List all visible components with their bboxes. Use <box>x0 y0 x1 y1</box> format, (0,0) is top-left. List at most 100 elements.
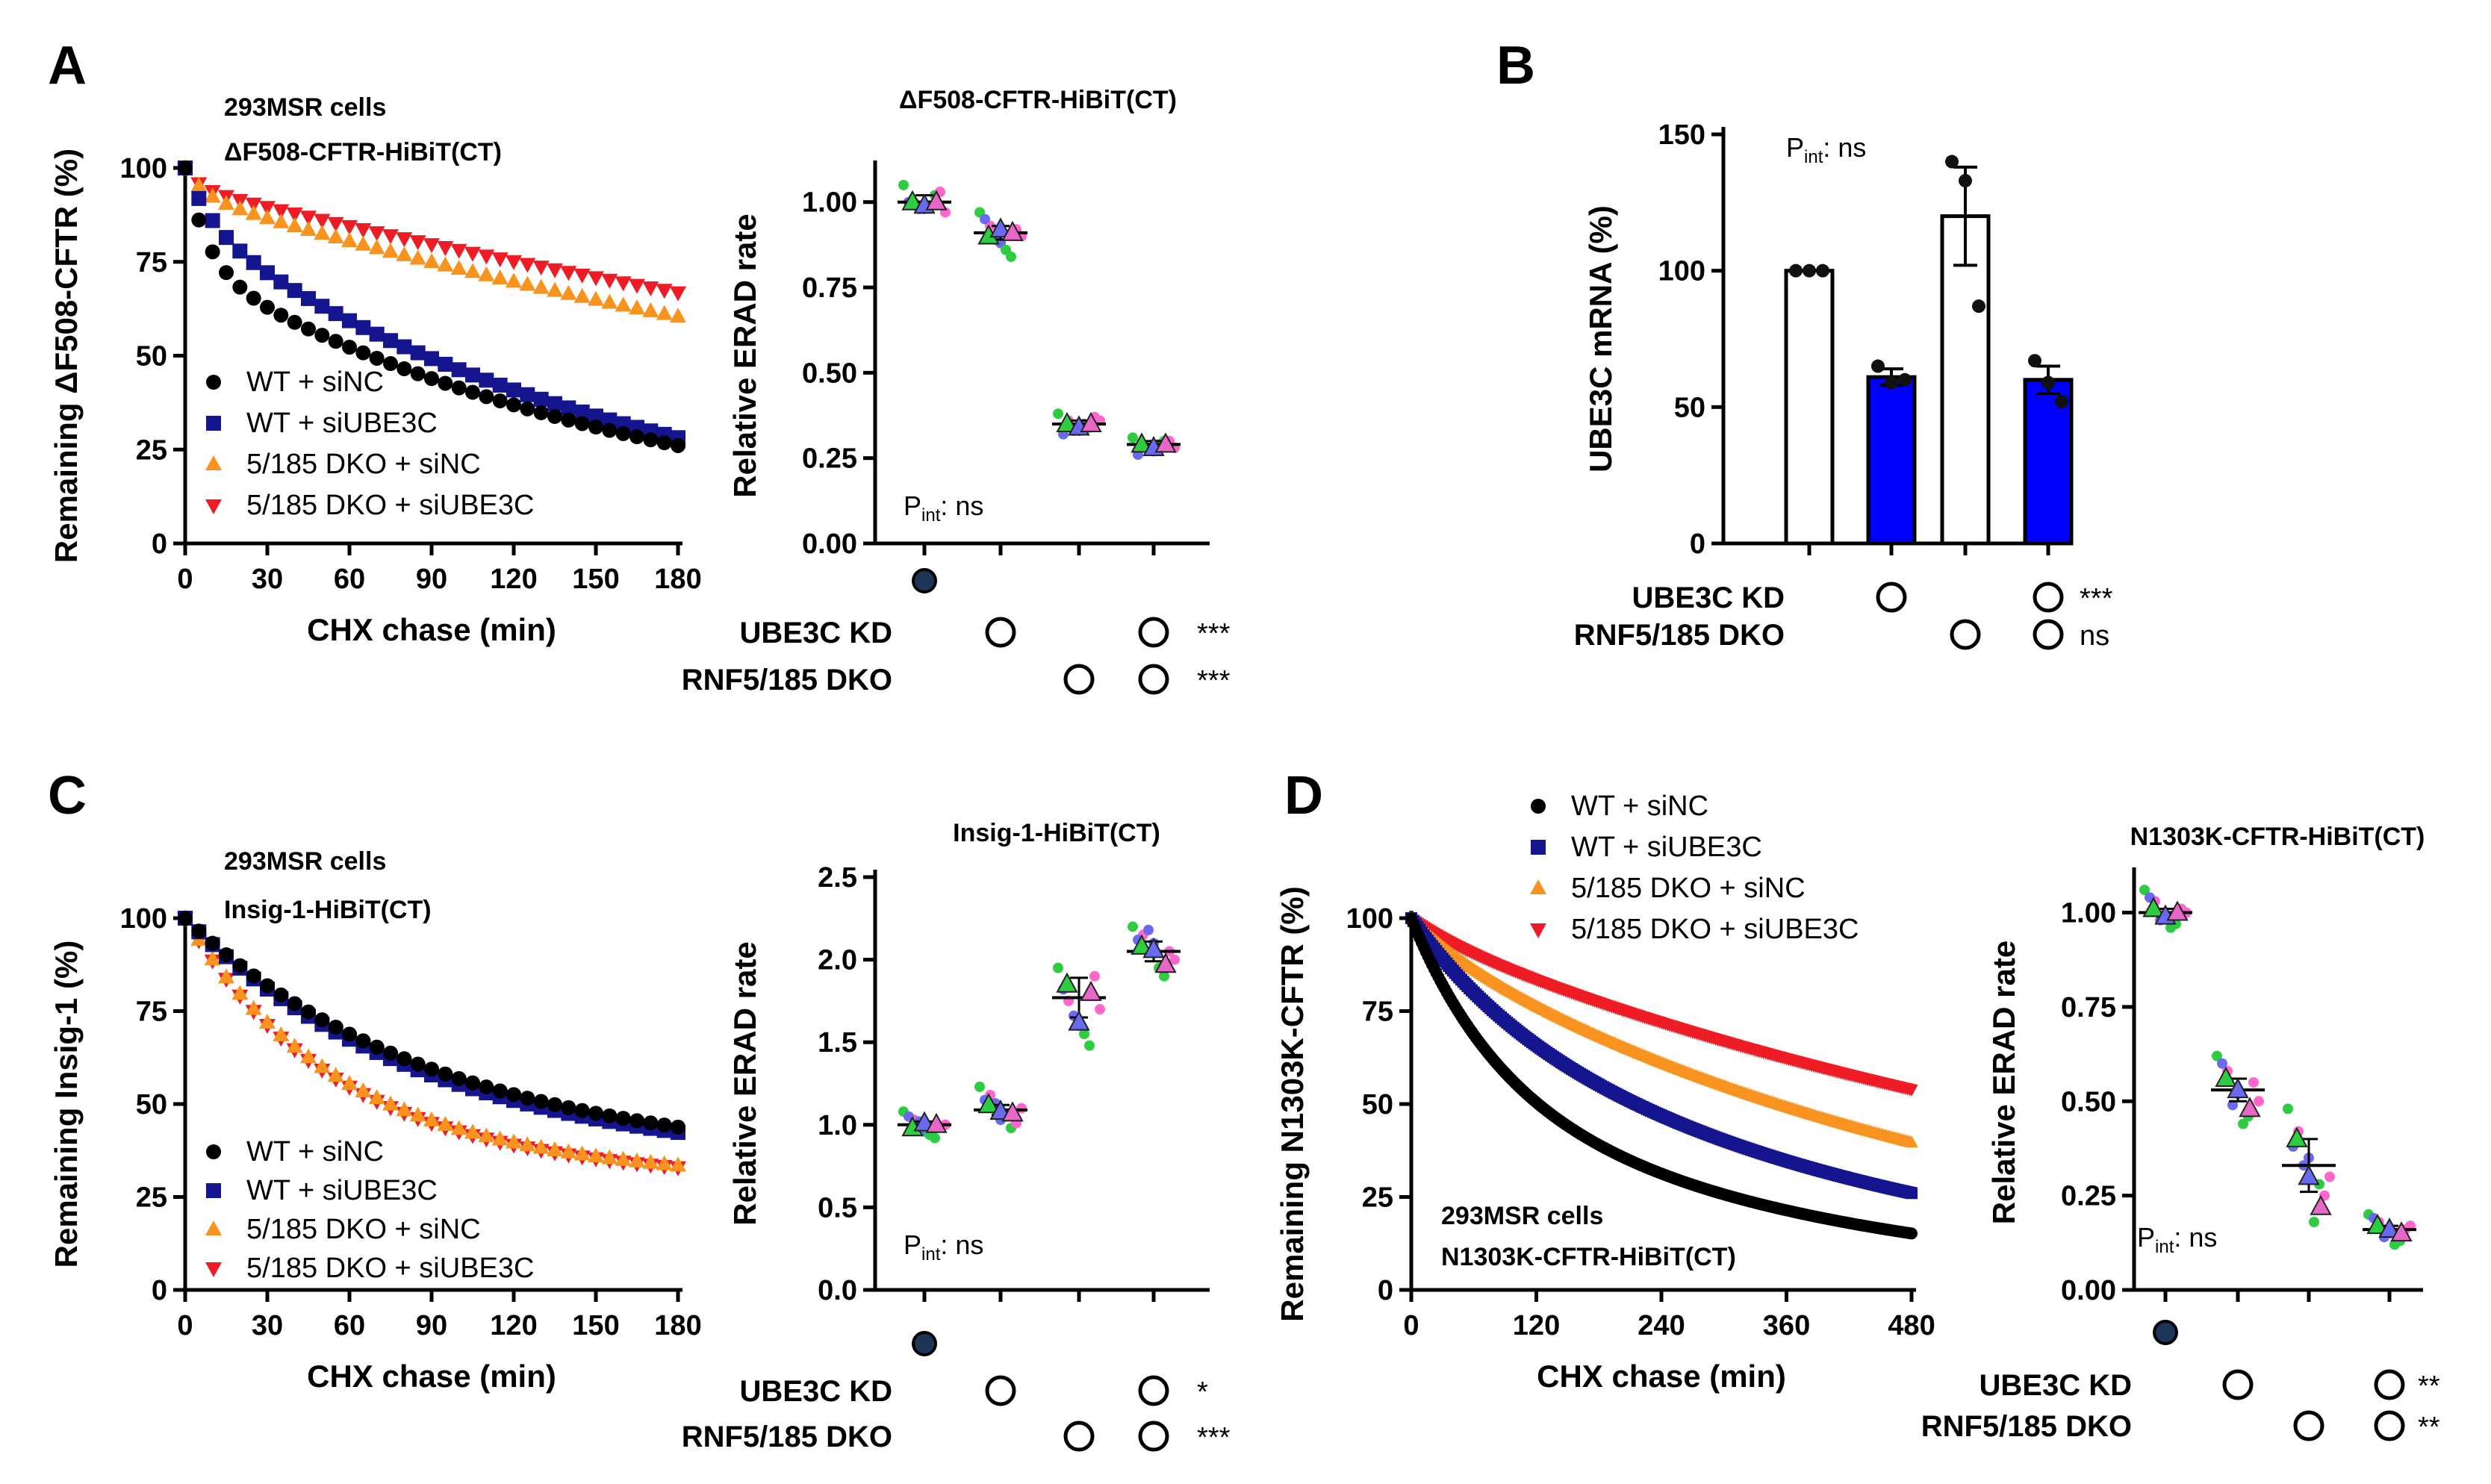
experiment-mean-marker <box>2378 1218 2401 1238</box>
y-tick-label: 50 <box>136 341 167 372</box>
experiment-mean-marker <box>1001 1101 1024 1122</box>
data-point <box>327 216 344 232</box>
y-tick-label: 0.75 <box>802 272 857 304</box>
y-tick-label: 25 <box>136 1182 167 1214</box>
x-tick-label: 120 <box>490 1310 537 1341</box>
data-point <box>205 244 220 260</box>
experiment-mean-marker <box>925 1112 948 1133</box>
condition-matrix: UBE3C KD ** RNF5/185 DKO ** <box>1921 1320 2440 1443</box>
matrix-row-label: UBE3C KD <box>740 1375 892 1408</box>
bar-group-3 <box>1940 155 1991 555</box>
data-point <box>355 223 372 239</box>
data-point <box>643 1115 659 1131</box>
chart-title: ΔF508-CFTR-HiBiT(CT) <box>899 86 1177 114</box>
data-point <box>382 243 399 258</box>
data-point <box>450 1120 467 1135</box>
significance-label: ns <box>2080 620 2109 652</box>
chart-d2-erad-rate: 0.00 0.25 0.50 0.75 1.00 Relative ERAD rate N1… <box>1921 823 2440 1443</box>
data-point <box>232 958 248 973</box>
data-point <box>629 299 645 315</box>
data-point <box>643 432 659 448</box>
data-point <box>464 246 481 262</box>
experiment-mean-marker <box>2142 897 2165 917</box>
data-point <box>656 1155 673 1170</box>
data-point <box>615 296 632 312</box>
replicate-point <box>1945 155 1959 169</box>
data-point <box>355 235 372 251</box>
replicate-point <box>1095 1003 1105 1014</box>
experiment-mean-marker <box>925 190 948 211</box>
y-tick-label: 75 <box>136 247 167 278</box>
data-point <box>574 1103 590 1118</box>
y-tick-label: 0.00 <box>2061 1275 2116 1306</box>
data-point <box>588 290 604 306</box>
data-point <box>355 319 371 335</box>
data-point <box>615 425 631 441</box>
legend-label: WT + siNC <box>246 1136 384 1167</box>
matrix-row-label: RNF5/185 DKO <box>1921 1410 2132 1443</box>
data-point <box>286 216 303 232</box>
data-point <box>205 213 220 228</box>
group-3 <box>2282 1103 2336 1228</box>
data-point <box>355 1033 371 1049</box>
y-tick-label: 50 <box>1674 392 1705 423</box>
data-point <box>259 209 276 225</box>
condition-marker <box>985 617 1016 648</box>
data-point <box>245 205 262 220</box>
data-point <box>409 235 426 251</box>
y-tick-label: 0 <box>1378 1275 1393 1306</box>
data-point <box>218 968 234 984</box>
data-point <box>191 923 207 939</box>
data-point <box>273 204 290 219</box>
experiment-mean-marker <box>2286 1126 2308 1147</box>
data-point <box>656 284 673 299</box>
data-point <box>560 1143 577 1159</box>
data-point <box>287 314 302 330</box>
data-point <box>231 985 249 1000</box>
control-marker <box>912 568 937 593</box>
experiment-mean-marker <box>2366 1213 2389 1235</box>
data-point <box>560 266 577 281</box>
data-point <box>1905 1084 1918 1097</box>
data-point <box>642 281 659 296</box>
replicate-point <box>1143 924 1154 935</box>
data-point <box>396 1051 412 1067</box>
data-point <box>273 274 289 290</box>
legend-label: WT + siUBE3C <box>246 408 438 439</box>
replicate-point <box>1128 921 1138 932</box>
data-point <box>314 328 330 343</box>
chart-d1-time-course: 0 25 50 75 100 0 120 240 360 480 CHX chase (min) Re… <box>1275 791 1935 1394</box>
condition-marker <box>2293 1410 2324 1441</box>
data-point <box>368 1089 385 1105</box>
legend-marker <box>1530 879 1546 894</box>
y-tick-label: 75 <box>1362 997 1393 1028</box>
data-point <box>260 299 275 315</box>
data-point <box>547 1141 563 1156</box>
replicate-point <box>1089 970 1100 982</box>
data-point <box>355 1082 372 1098</box>
replicate-point <box>1079 1029 1089 1040</box>
data-point <box>409 1106 426 1122</box>
replicate-point <box>2283 1103 2293 1114</box>
y-axis-label: Remaining N1303K-CFTR (%) <box>1275 886 1310 1321</box>
data-point <box>342 313 357 328</box>
replicate-point <box>2028 354 2041 368</box>
legend-marker <box>205 455 222 470</box>
y-tick-label: 150 <box>1658 119 1705 151</box>
y-axis-label: Relative ERAD rate <box>727 941 762 1225</box>
legend-marker <box>206 416 221 431</box>
data-point <box>574 404 590 420</box>
data-point <box>465 384 480 400</box>
data-point <box>259 201 276 216</box>
pint-annotation: Pint: ns <box>904 1229 983 1265</box>
data-point <box>191 212 207 228</box>
data-point <box>601 273 618 289</box>
data-point <box>532 1138 550 1154</box>
legend-marker <box>206 375 221 390</box>
data-point <box>588 420 603 435</box>
replicate-point <box>2389 1239 2400 1250</box>
data-point <box>328 306 343 322</box>
significance-label: * <box>1197 1377 1208 1408</box>
y-tick-label: 75 <box>136 997 167 1028</box>
